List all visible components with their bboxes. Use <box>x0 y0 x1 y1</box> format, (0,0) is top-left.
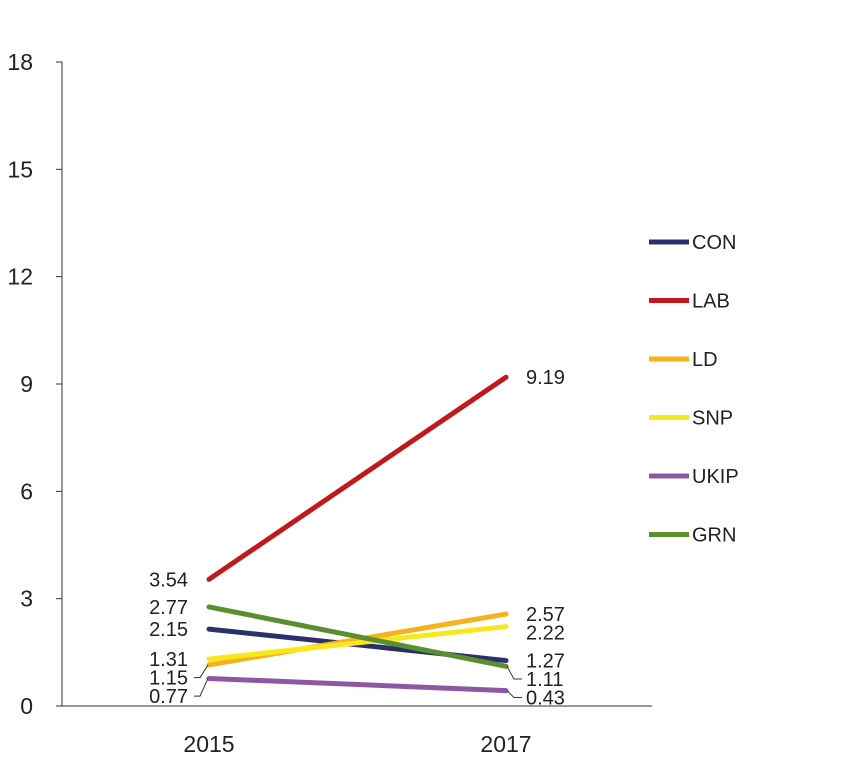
legend: CON LAB LD SNP UKIP GRN <box>649 232 739 547</box>
series-line-lab <box>206 374 509 582</box>
y-tick-label: 18 <box>7 49 33 75</box>
data-label-lab-2017: 9.19 <box>526 367 565 389</box>
label-leader-line <box>194 678 209 697</box>
y-tick-label: 0 <box>20 693 33 719</box>
data-label-ld-2015: 1.15 <box>149 668 188 690</box>
y-tick-label: 12 <box>7 264 33 290</box>
x-tick-label: 2017 <box>480 731 531 757</box>
series-line-snp <box>206 624 509 662</box>
legend-label-ld: LD <box>692 349 718 371</box>
y-tick-label: 6 <box>20 478 33 504</box>
series-line-ld <box>206 611 509 668</box>
y-tick-label: 3 <box>20 586 33 612</box>
data-label-snp-2017: 2.22 <box>526 623 565 645</box>
data-label-con-2015: 2.15 <box>149 619 188 641</box>
label-leader-line <box>506 690 522 699</box>
data-label-snp-2015: 1.31 <box>149 649 188 671</box>
legend-label-grn: GRN <box>692 525 736 547</box>
data-label-ukip-2017: 0.43 <box>526 688 565 710</box>
series-lines <box>206 374 509 694</box>
data-label-grn-2015: 2.77 <box>149 597 188 619</box>
data-label-ukip-2015: 0.77 <box>149 686 188 708</box>
data-label-grn-2017: 1.11 <box>526 669 563 691</box>
series-line-grn <box>206 604 509 669</box>
data-labels: 3.54 2.772.15 1.311.150.77 9.19 2.572.22 1.27… <box>149 367 565 709</box>
data-label-lab-2015: 3.54 <box>149 569 188 591</box>
legend-label-con: CON <box>692 232 736 254</box>
y-tick-label: 9 <box>20 371 33 397</box>
label-leader-line <box>194 664 209 679</box>
x-tick-label: 2015 <box>183 731 234 757</box>
y-tick-label: 15 <box>7 156 33 182</box>
data-label-con-2017: 1.27 <box>526 651 565 673</box>
axes: 0 3 6 9 12 15 18 2015 2017 <box>7 49 652 757</box>
legend-label-ukip: UKIP <box>692 466 739 488</box>
label-leader-line <box>506 666 522 680</box>
series-line-ukip <box>206 675 509 694</box>
legend-label-snp: SNP <box>692 408 733 430</box>
legend-label-lab: LAB <box>692 291 730 313</box>
data-label-ld-2017: 2.57 <box>526 604 565 626</box>
